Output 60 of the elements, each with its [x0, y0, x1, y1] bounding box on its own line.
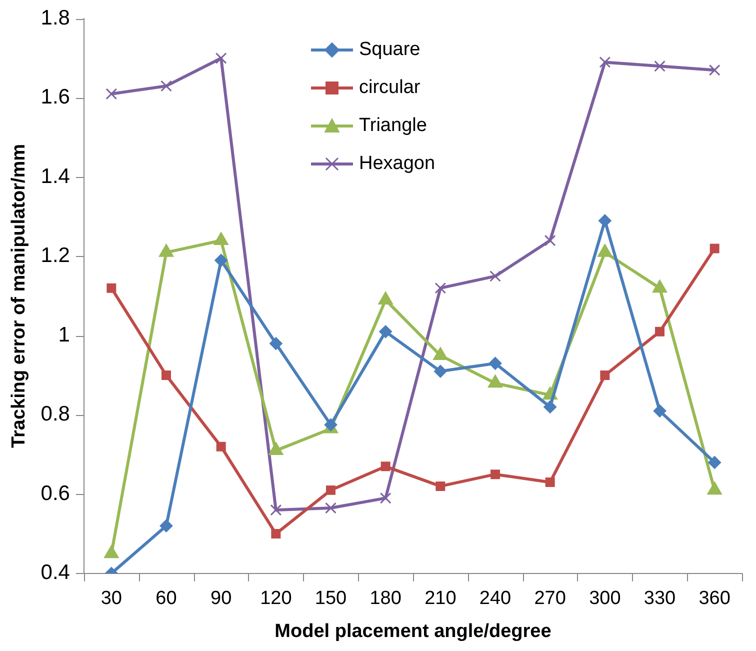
y-tick-label: 1.8: [40, 6, 70, 30]
x-tick-label: 150: [314, 588, 347, 610]
point: [545, 478, 555, 487]
point: [160, 519, 173, 532]
x-tick-label: 210: [424, 588, 456, 610]
point: [598, 214, 612, 228]
legend-label: circular: [358, 76, 420, 99]
point: [106, 283, 116, 293]
legend-label: Triangle: [358, 114, 427, 137]
point: [269, 337, 282, 350]
y-axis-title: Tracking error of manipulator/mm: [8, 144, 30, 448]
point: [215, 52, 227, 64]
x-tick-label: 270: [534, 588, 566, 610]
point: [655, 326, 664, 336]
point: [600, 370, 610, 380]
x-tick-label: 60: [156, 588, 177, 610]
point: [488, 356, 502, 370]
point: [490, 270, 501, 282]
point: [434, 282, 446, 294]
point: [380, 492, 392, 504]
point: [271, 529, 281, 539]
point: [325, 502, 336, 514]
point: [379, 325, 392, 338]
point: [544, 234, 556, 246]
point: [654, 60, 666, 72]
point: [653, 404, 666, 418]
x-tick-label: 90: [210, 588, 232, 610]
legend-label: Square: [358, 38, 420, 61]
y-tick-label: 1.2: [40, 244, 70, 268]
point: [434, 364, 447, 378]
x-tick-label: 300: [589, 588, 621, 610]
x-tick-label: 30: [100, 588, 122, 610]
point: [599, 56, 611, 68]
point: [214, 254, 228, 267]
x-tick-label: 360: [698, 588, 730, 610]
y-tick-label: 0.4: [40, 561, 70, 584]
point: [490, 470, 500, 480]
point: [436, 481, 446, 491]
x-tick-label: 120: [260, 588, 292, 610]
point: [544, 400, 557, 414]
point: [216, 442, 226, 452]
point: [162, 370, 171, 380]
point: [710, 244, 720, 254]
x-axis-title: Model placement angle/degree: [274, 620, 552, 642]
point: [326, 485, 336, 495]
y-tick-label: 0.6: [40, 482, 70, 505]
x-tick-label: 240: [479, 588, 512, 610]
point: [160, 80, 172, 92]
point: [380, 462, 390, 472]
y-tick-label: 1: [58, 323, 70, 346]
point: [708, 64, 720, 76]
y-tick-label: 0.8: [40, 402, 70, 426]
x-tick-label: 330: [644, 588, 676, 610]
x-tick-label: 180: [370, 588, 402, 610]
point: [270, 504, 282, 516]
point: [106, 88, 118, 100]
legend-label: Hexagon: [358, 152, 436, 175]
point: [708, 456, 722, 469]
y-tick-label: 1.6: [40, 86, 70, 109]
y-tick-label: 1.4: [40, 164, 70, 188]
